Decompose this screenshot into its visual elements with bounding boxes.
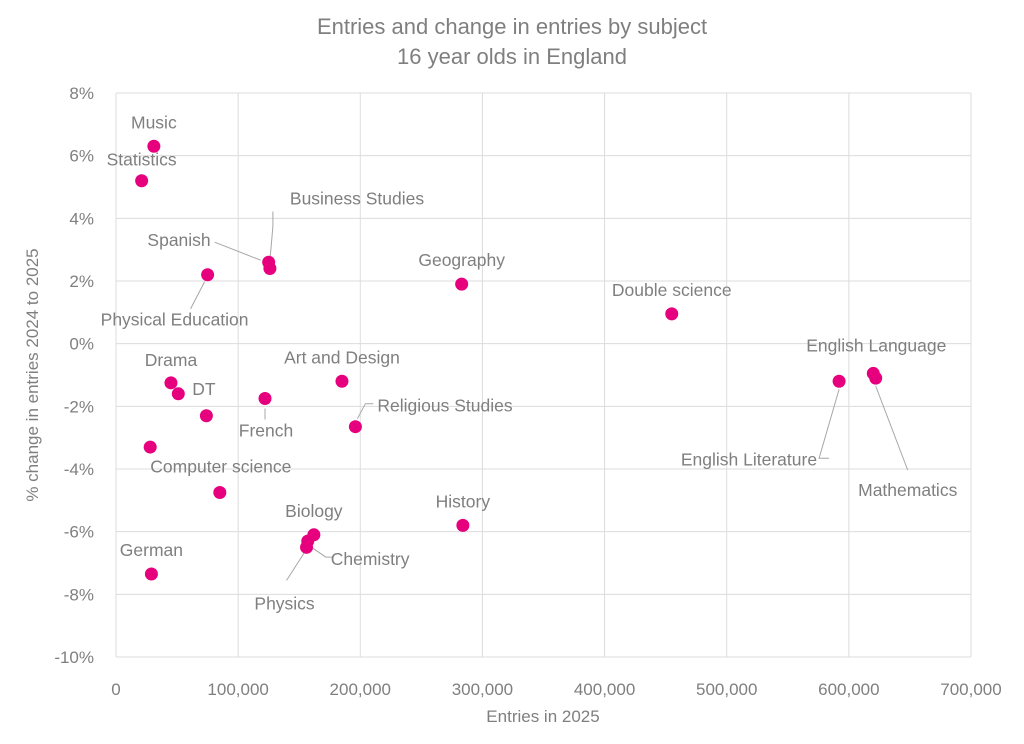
leader-line [875, 385, 909, 471]
data-label: Physics [254, 593, 315, 613]
data-points [135, 139, 883, 581]
data-label: Art and Design [284, 347, 400, 367]
chart-subtitle: 16 year olds in England [397, 44, 627, 69]
data-label: DT [192, 379, 216, 399]
y-axis-label: % change in entries 2024 to 2025 [23, 248, 42, 501]
y-tick-label: 4% [69, 209, 94, 228]
data-label: German [120, 540, 183, 560]
data-point [348, 420, 362, 434]
gridlines [115, 92, 972, 658]
y-tick-label: -4% [64, 460, 94, 479]
data-label: History [436, 491, 491, 511]
tick-labels: -10% -8% -6% -4% -2% 0% 2% 4% 6% 8% 0 100,000 200,00… [54, 84, 1001, 699]
x-tick-label: 100,000 [207, 680, 268, 699]
leader-line [190, 281, 206, 309]
data-label: Geography [418, 250, 505, 270]
y-tick-label: 0% [69, 335, 94, 354]
leader-line [286, 552, 305, 581]
x-tick-label: 300,000 [452, 680, 513, 699]
data-label: Mathematics [858, 480, 957, 500]
leader-line [214, 241, 261, 261]
data-point [143, 440, 157, 454]
leader-line [269, 211, 274, 261]
x-tick-label: 600,000 [818, 680, 879, 699]
data-point [199, 409, 213, 423]
data-point [171, 387, 185, 401]
data-label: Statistics [107, 150, 177, 170]
x-tick-label: 500,000 [696, 680, 757, 699]
data-label: Business Studies [290, 188, 424, 208]
y-tick-label: 2% [69, 272, 94, 291]
data-point [832, 374, 846, 388]
data-point [869, 371, 883, 385]
data-label: Double science [612, 280, 732, 300]
y-tick-label: 6% [69, 147, 94, 166]
y-tick-label: -2% [64, 397, 94, 416]
x-tick-label: 200,000 [330, 680, 391, 699]
data-label: Chemistry [331, 549, 410, 569]
data-point [164, 376, 178, 390]
data-label: Music [131, 112, 177, 132]
data-label: Religious Studies [377, 396, 512, 416]
leader-line [309, 545, 332, 558]
data-point [335, 374, 349, 388]
data-label: English Literature [681, 449, 817, 469]
y-tick-label: 8% [69, 84, 94, 103]
data-point [201, 268, 215, 282]
chart-title: Entries and change in entries by subject [317, 14, 707, 39]
data-point [258, 392, 272, 405]
data-label: Drama [145, 350, 198, 370]
data-point [665, 307, 679, 321]
data-point [455, 277, 469, 291]
data-label: French [239, 421, 293, 441]
data-point [135, 174, 149, 188]
y-tick-label: -10% [54, 648, 94, 667]
data-point [213, 486, 227, 499]
data-label: English Language [806, 335, 946, 355]
x-tick-label: 400,000 [574, 680, 635, 699]
data-label: Physical Education [101, 310, 249, 330]
leader-line [356, 403, 374, 419]
data-point [300, 540, 314, 554]
data-point [147, 139, 161, 153]
data-label: Spanish [147, 230, 210, 250]
label-leader-lines [190, 211, 909, 581]
y-tick-label: -6% [64, 523, 94, 542]
y-tick-label: -8% [64, 585, 94, 604]
x-tick-label: 0 [111, 680, 120, 699]
data-point [456, 518, 470, 532]
data-point [144, 567, 158, 581]
data-labels: Music Statistics Business Studies Spanish Ph… [101, 112, 958, 613]
x-axis-label: Entries in 2025 [486, 707, 599, 726]
x-tick-label: 700,000 [940, 680, 1001, 699]
data-point [262, 255, 276, 269]
data-label: Biology [285, 501, 343, 521]
leader-line [818, 389, 840, 459]
data-label: Computer science [150, 457, 291, 477]
